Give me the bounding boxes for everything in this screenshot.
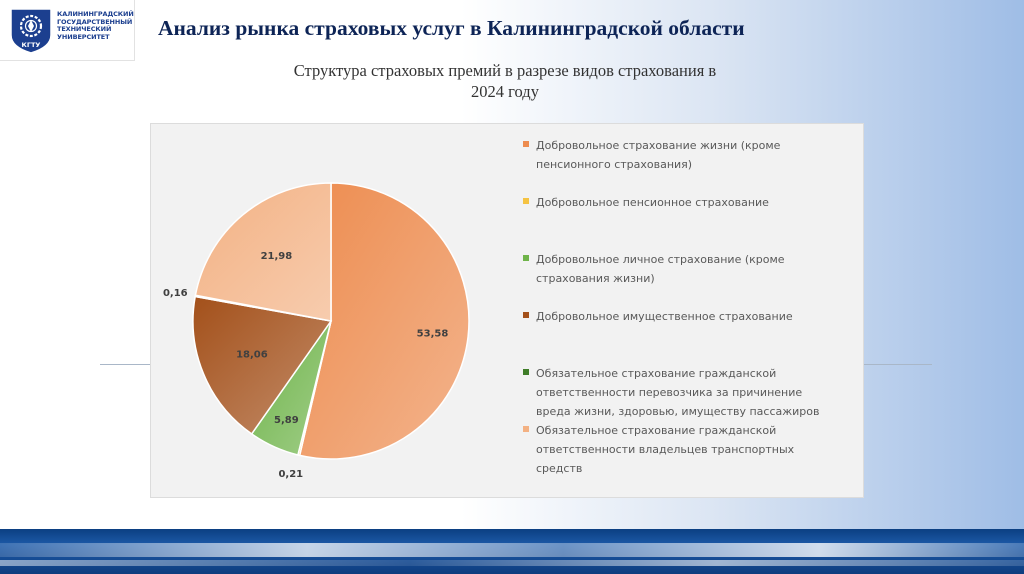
legend-item: Обязательное страхование гражданской отве… — [523, 421, 846, 478]
divider-line-left — [100, 364, 152, 365]
legend-item: Добровольное имущественное страхование — [523, 307, 846, 326]
pie-data-label: 21,98 — [261, 251, 293, 262]
legend-swatch — [523, 198, 529, 204]
legend-swatch — [523, 369, 529, 375]
chart-subtitle-line: 2024 году — [471, 82, 539, 101]
footer-wave — [0, 560, 1024, 566]
footer-band — [0, 529, 1024, 574]
university-logo: КГТУ КАЛИНИНГРАДСКИЙ ГОСУДАРСТВЕННЫЙ ТЕХ… — [0, 0, 135, 61]
legend-label: Добровольное личное страхование (кроме ст… — [536, 253, 785, 285]
legend-item: Добровольное пенсионное страхование — [523, 193, 846, 212]
legend-label: Добровольное страхование жизни (кроме пен… — [536, 139, 781, 171]
university-name-line: ТЕХНИЧЕСКИЙ — [57, 25, 112, 33]
university-name-line: ГОСУДАРСТВЕННЫЙ — [57, 17, 133, 26]
pie-data-label: 18,06 — [236, 350, 268, 361]
legend-label: Обязательное страхование гражданской отве… — [536, 424, 795, 475]
slide-title: Анализ рынка страховых услуг в Калинингр… — [158, 16, 745, 40]
chart-subtitle: Структура страховых премий в разрезе вид… — [240, 60, 770, 102]
pie-slice — [192, 295, 333, 435]
pie-chart: 53,58 0,21 5,89 18,06 0,16 21,98 — [163, 182, 470, 480]
university-emblem-icon: КГТУ — [10, 8, 52, 54]
legend-swatch — [523, 426, 529, 432]
legend-label: Обязательное страхование гражданской отве… — [536, 367, 820, 418]
pie-slice — [298, 182, 470, 460]
university-name-line: КАЛИНИНГРАДСКИЙ — [57, 10, 134, 18]
university-name: КАЛИНИНГРАДСКИЙ ГОСУДАРСТВЕННЫЙ ТЕХНИЧЕС… — [57, 10, 135, 41]
university-name-line: УНИВЕРСИТЕТ — [57, 32, 110, 41]
legend-item: Обязательное страхование гражданской отве… — [523, 364, 846, 421]
logo-badge-text: КГТУ — [22, 41, 41, 49]
legend-swatch — [523, 141, 529, 147]
pie-data-label: 5,89 — [274, 415, 299, 426]
pie-chart-panel: 53,58 0,21 5,89 18,06 0,16 21,98 Добровольное… — [150, 123, 864, 498]
pie-data-label: 53,58 — [417, 329, 449, 340]
legend-label: Добровольное имущественное страхование — [536, 310, 793, 323]
legend-swatch — [523, 255, 529, 261]
pie-data-label: 0,16 — [163, 288, 188, 299]
footer-wave — [0, 543, 1024, 557]
legend-label: Добровольное пенсионное страхование — [536, 196, 769, 209]
legend-item: Добровольное личное страхование (кроме ст… — [523, 250, 846, 288]
pie-slice — [194, 182, 332, 322]
divider-line-right — [864, 364, 932, 365]
legend-item: Добровольное страхование жизни (кроме пен… — [523, 136, 846, 174]
chart-subtitle-line: Структура страховых премий в разрезе вид… — [293, 61, 717, 80]
legend-swatch — [523, 312, 529, 318]
pie-data-label: 0,21 — [278, 469, 303, 480]
